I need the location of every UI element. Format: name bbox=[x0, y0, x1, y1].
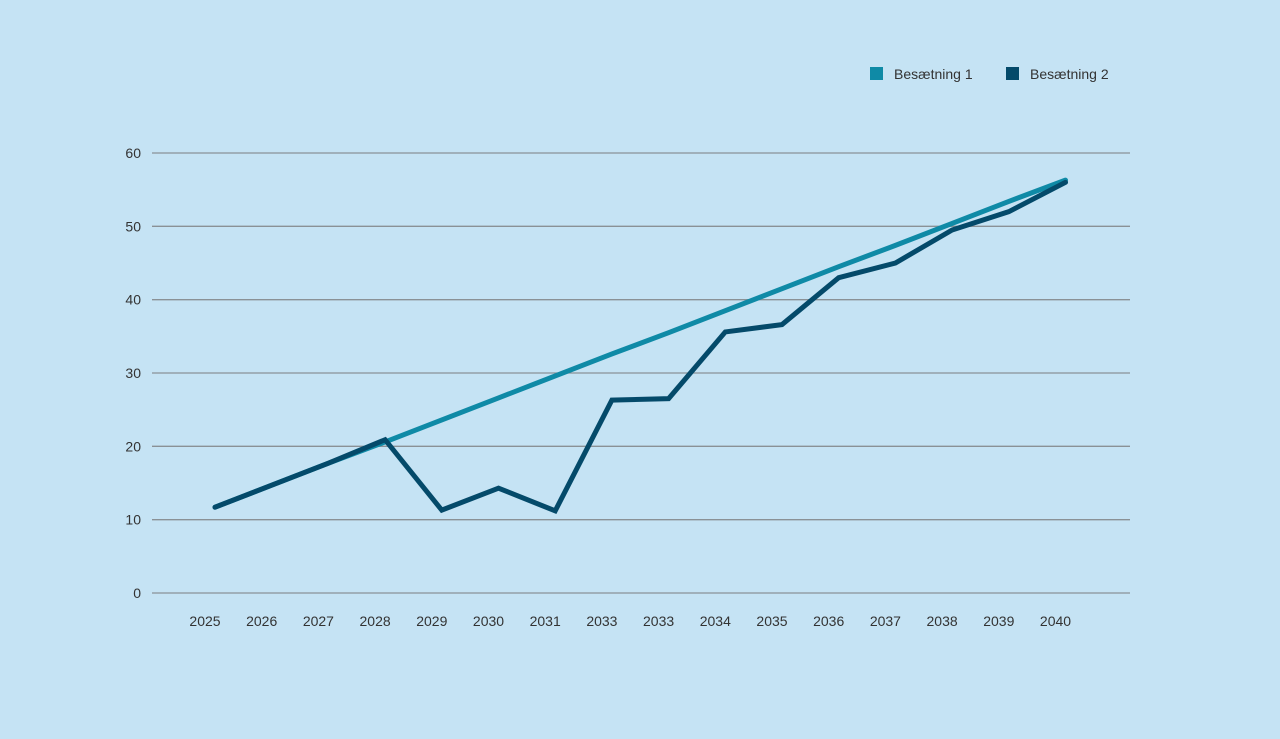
y-tick-label: 20 bbox=[125, 438, 141, 454]
legend: Besætning 1 Besætning 2 bbox=[870, 66, 1109, 82]
x-tick-label: 2038 bbox=[927, 613, 958, 629]
x-tick-label: 2035 bbox=[756, 613, 787, 629]
x-tick-label: 2033 bbox=[586, 613, 617, 629]
legend-swatch-2 bbox=[1006, 67, 1019, 80]
legend-label-1: Besætning 1 bbox=[894, 66, 973, 82]
x-tick-label: 2026 bbox=[246, 613, 277, 629]
x-tick-label: 2037 bbox=[870, 613, 901, 629]
x-tick-label: 2027 bbox=[303, 613, 334, 629]
x-tick-label: 2033 bbox=[643, 613, 674, 629]
y-tick-label: 40 bbox=[125, 292, 141, 308]
legend-label-2: Besætning 2 bbox=[1030, 66, 1109, 82]
x-tick-label: 2029 bbox=[416, 613, 447, 629]
legend-swatch-1 bbox=[870, 67, 883, 80]
x-tick-label: 2025 bbox=[189, 613, 220, 629]
x-tick-label: 2028 bbox=[360, 613, 391, 629]
x-tick-label: 2030 bbox=[473, 613, 504, 629]
y-tick-label: 0 bbox=[133, 585, 141, 601]
x-tick-label: 2040 bbox=[1040, 613, 1071, 629]
x-tick-label: 2031 bbox=[530, 613, 561, 629]
x-tick-label: 2036 bbox=[813, 613, 844, 629]
y-tick-label: 50 bbox=[125, 218, 141, 234]
y-tick-label: 60 bbox=[125, 145, 141, 161]
x-tick-label: 2039 bbox=[983, 613, 1014, 629]
y-tick-label: 30 bbox=[125, 365, 141, 381]
series-line-2 bbox=[212, 179, 1068, 515]
y-tick-label: 10 bbox=[125, 512, 141, 528]
x-tick-label: 2034 bbox=[700, 613, 731, 629]
